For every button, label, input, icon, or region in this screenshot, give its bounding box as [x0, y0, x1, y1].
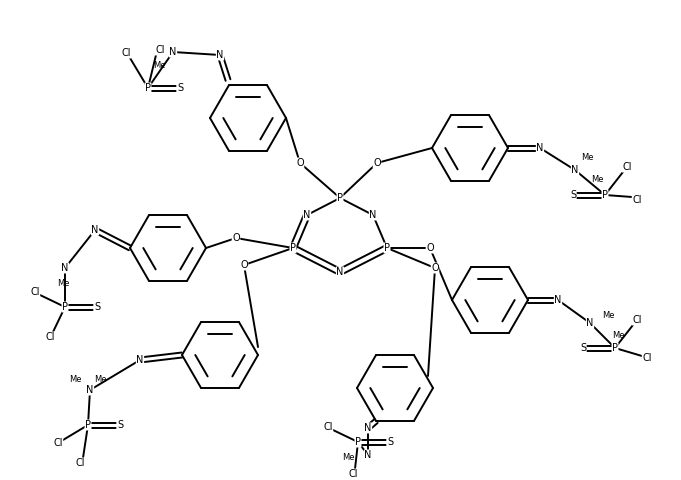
- Text: Cl: Cl: [622, 162, 632, 172]
- Text: Me: Me: [69, 375, 81, 384]
- Text: O: O: [296, 158, 304, 168]
- Text: N: N: [571, 165, 579, 175]
- Text: Cl: Cl: [75, 458, 84, 468]
- Text: O: O: [232, 233, 240, 243]
- Text: N: N: [170, 47, 176, 57]
- Text: O: O: [431, 263, 439, 273]
- Text: N: N: [364, 423, 372, 433]
- Text: Cl: Cl: [53, 438, 63, 448]
- Text: P: P: [355, 437, 361, 447]
- Text: P: P: [145, 83, 151, 93]
- Text: Me: Me: [342, 454, 354, 463]
- Text: Me: Me: [94, 375, 106, 384]
- Text: Cl: Cl: [632, 315, 642, 325]
- Text: N: N: [136, 355, 144, 365]
- Text: P: P: [62, 302, 68, 312]
- Text: Me: Me: [602, 311, 614, 320]
- Text: Me: Me: [57, 279, 69, 288]
- Text: N: N: [554, 295, 562, 305]
- Text: Me: Me: [153, 61, 165, 71]
- Text: P: P: [290, 243, 296, 253]
- Text: S: S: [94, 302, 100, 312]
- Text: Cl: Cl: [642, 353, 652, 363]
- Text: Cl: Cl: [45, 332, 54, 342]
- Text: S: S: [580, 343, 586, 353]
- Text: Me: Me: [612, 331, 624, 339]
- Text: N: N: [217, 50, 223, 60]
- Text: O: O: [373, 158, 381, 168]
- Text: S: S: [177, 83, 183, 93]
- Text: Cl: Cl: [348, 469, 358, 479]
- Text: Cl: Cl: [121, 48, 131, 58]
- Text: P: P: [337, 193, 343, 203]
- Text: P: P: [384, 243, 390, 253]
- Text: N: N: [364, 450, 372, 460]
- Text: Cl: Cl: [30, 287, 39, 297]
- Text: S: S: [117, 420, 123, 430]
- Text: P: P: [85, 420, 91, 430]
- Text: O: O: [240, 260, 248, 270]
- Text: N: N: [86, 385, 94, 395]
- Text: N: N: [586, 318, 594, 328]
- Text: N: N: [336, 267, 344, 277]
- Text: P: P: [612, 343, 618, 353]
- Text: N: N: [61, 263, 69, 273]
- Text: O: O: [426, 243, 434, 253]
- Text: Me: Me: [581, 154, 593, 163]
- Text: Cl: Cl: [155, 45, 165, 55]
- Text: P: P: [602, 190, 608, 200]
- Text: S: S: [387, 437, 393, 447]
- Text: N: N: [91, 225, 99, 235]
- Text: Cl: Cl: [323, 422, 333, 432]
- Text: N: N: [303, 210, 311, 220]
- Text: S: S: [570, 190, 576, 200]
- Text: Me: Me: [590, 176, 603, 184]
- Text: N: N: [369, 210, 377, 220]
- Text: Cl: Cl: [632, 195, 642, 205]
- Text: N: N: [537, 143, 543, 153]
